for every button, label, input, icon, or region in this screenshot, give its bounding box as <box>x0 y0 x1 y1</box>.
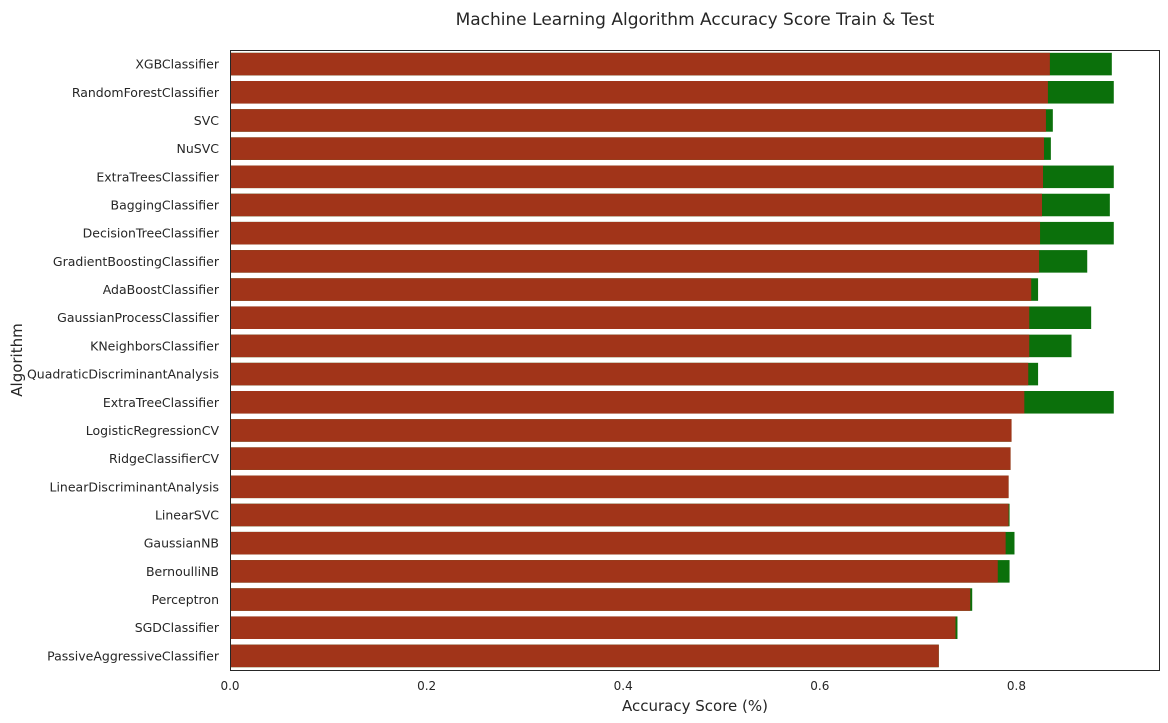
category-label: LinearSVC <box>155 508 219 523</box>
bar-front-2 <box>230 109 1046 132</box>
bar-front-17 <box>230 531 1006 555</box>
bar-front-15 <box>230 475 1009 499</box>
x-axis-label: Accuracy Score (%) <box>622 697 768 715</box>
category-label: ExtraTreeClassifier <box>103 395 220 410</box>
bars-group <box>230 52 1114 668</box>
category-label: PassiveAggressiveClassifier <box>47 648 220 663</box>
bar-front-11 <box>230 362 1029 386</box>
bar-front-10 <box>230 334 1030 358</box>
category-label: SGDClassifier <box>135 620 220 635</box>
bar-front-20 <box>230 616 956 639</box>
category-label: GaussianNB <box>144 536 219 551</box>
category-label: LogisticRegressionCV <box>86 423 220 438</box>
category-label: GradientBoostingClassifier <box>53 254 220 269</box>
bar-front-3 <box>230 137 1044 160</box>
bar-front-16 <box>230 503 1009 527</box>
category-labels: XGBClassifier RandomForestClassifier SVC Nu… <box>27 57 220 664</box>
category-label: BernoulliNB <box>146 564 219 579</box>
category-label: XGBClassifier <box>135 57 220 72</box>
bar-front-5 <box>230 193 1043 217</box>
category-label: Perceptron <box>152 592 219 607</box>
category-label: QuadraticDiscriminantAnalysis <box>27 367 219 382</box>
bar-front-14 <box>230 447 1011 470</box>
chart-title: Machine Learning Algorithm Accuracy Scor… <box>456 10 935 30</box>
x-ticks: 0.0 0.2 0.4 0.6 0.8 <box>220 679 1026 693</box>
y-axis-label: Algorithm <box>8 323 26 396</box>
bar-front-4 <box>230 165 1043 189</box>
bar-front-6 <box>230 221 1041 245</box>
plot-frame <box>230 50 1160 671</box>
category-label: AdaBoostClassifier <box>103 282 220 297</box>
bar-front-8 <box>230 278 1032 301</box>
bar-front-1 <box>230 81 1048 104</box>
category-label: DecisionTreeClassifier <box>83 226 220 241</box>
bar-front-21 <box>230 644 939 668</box>
category-label: RidgeClassifierCV <box>109 451 220 466</box>
category-label: ExtraTreesClassifier <box>96 169 219 184</box>
bar-front-19 <box>230 588 971 611</box>
category-label: BaggingClassifier <box>111 198 220 213</box>
category-label: NuSVC <box>177 141 220 156</box>
category-label: KNeighborsClassifier <box>90 338 220 353</box>
bar-front-13 <box>230 419 1012 442</box>
x-tick-label: 0.4 <box>614 679 633 693</box>
bar-front-12 <box>230 391 1025 414</box>
x-tick-label: 0.8 <box>1007 679 1026 693</box>
category-label: GaussianProcessClassifier <box>57 310 220 325</box>
bar-front-7 <box>230 250 1040 273</box>
bar-front-18 <box>230 560 998 583</box>
bar-front-9 <box>230 306 1030 329</box>
x-tick-label: 0.2 <box>417 679 436 693</box>
x-tick-label: 0.0 <box>220 679 239 693</box>
bar-front-0 <box>230 52 1050 76</box>
category-label: LinearDiscriminantAnalysis <box>49 479 219 494</box>
category-label: SVC <box>194 113 219 128</box>
category-label: RandomForestClassifier <box>72 85 220 100</box>
x-tick-label: 0.6 <box>810 679 829 693</box>
